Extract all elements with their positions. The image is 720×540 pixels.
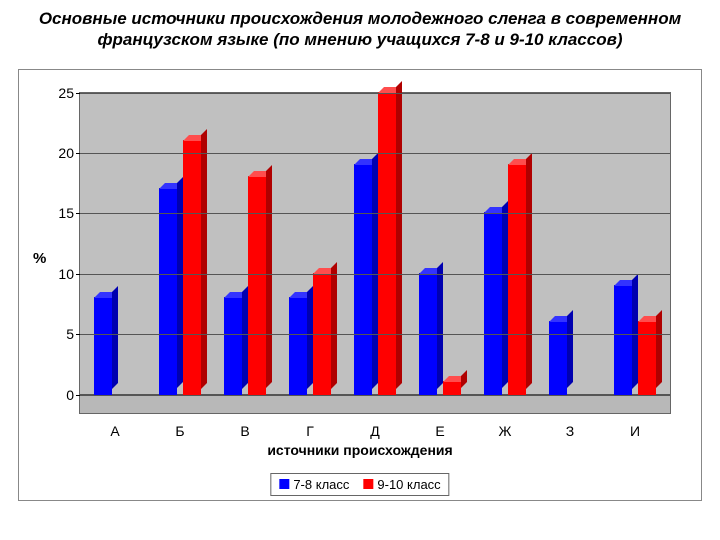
legend-item: 9-10 класс xyxy=(363,477,440,492)
y-tick-label: 10 xyxy=(58,266,74,282)
x-tick-label: В xyxy=(213,423,278,439)
x-tick-label: Д xyxy=(343,423,408,439)
grid-line xyxy=(80,213,670,214)
y-tick-label: 15 xyxy=(58,205,74,221)
grid-line xyxy=(80,334,670,335)
bar xyxy=(614,286,632,395)
bar xyxy=(638,322,656,394)
x-tick-label: З xyxy=(538,423,603,439)
bar xyxy=(248,177,266,394)
grid-line xyxy=(80,153,670,154)
chart-container: % 0510152025АБВГДЕЖЗИ источники происхож… xyxy=(18,69,702,501)
bars-layer xyxy=(80,93,670,395)
bar xyxy=(508,165,526,395)
bar xyxy=(289,298,307,395)
legend-swatch xyxy=(363,479,373,489)
legend-label: 7-8 класс xyxy=(293,477,349,492)
y-tick-label: 0 xyxy=(66,387,74,403)
plot-area: 0510152025АБВГДЕЖЗИ xyxy=(79,92,671,414)
bar xyxy=(484,213,502,394)
y-tick-label: 25 xyxy=(58,85,74,101)
x-tick-label: И xyxy=(603,423,668,439)
y-tick-mark xyxy=(76,93,80,94)
y-tick-mark xyxy=(76,213,80,214)
y-tick-mark xyxy=(76,274,80,275)
bar xyxy=(94,298,112,395)
x-tick-label: А xyxy=(83,423,148,439)
grid-line xyxy=(80,93,670,94)
legend-label: 9-10 класс xyxy=(377,477,440,492)
legend-item: 7-8 класс xyxy=(279,477,349,492)
x-tick-label: Е xyxy=(408,423,473,439)
legend: 7-8 класс 9-10 класс xyxy=(270,473,449,496)
bar xyxy=(183,141,201,395)
bar xyxy=(443,382,461,394)
bar xyxy=(378,93,396,395)
bar xyxy=(159,189,177,394)
chart-floor xyxy=(80,394,670,413)
bar xyxy=(224,298,242,395)
y-tick-label: 5 xyxy=(66,326,74,342)
legend-swatch xyxy=(279,479,289,489)
bar xyxy=(549,322,567,394)
x-tick-label: Г xyxy=(278,423,343,439)
grid-line xyxy=(80,274,670,275)
x-axis-label: источники происхождения xyxy=(19,442,701,458)
x-tick-label: Б xyxy=(148,423,213,439)
y-tick-mark xyxy=(76,395,80,396)
y-tick-mark xyxy=(76,153,80,154)
y-axis-label: % xyxy=(33,250,46,267)
grid-line xyxy=(80,395,670,396)
y-tick-mark xyxy=(76,334,80,335)
x-tick-label: Ж xyxy=(473,423,538,439)
bar xyxy=(354,165,372,395)
page-title: Основные источники происхождения молодеж… xyxy=(0,0,720,55)
y-tick-label: 20 xyxy=(58,145,74,161)
